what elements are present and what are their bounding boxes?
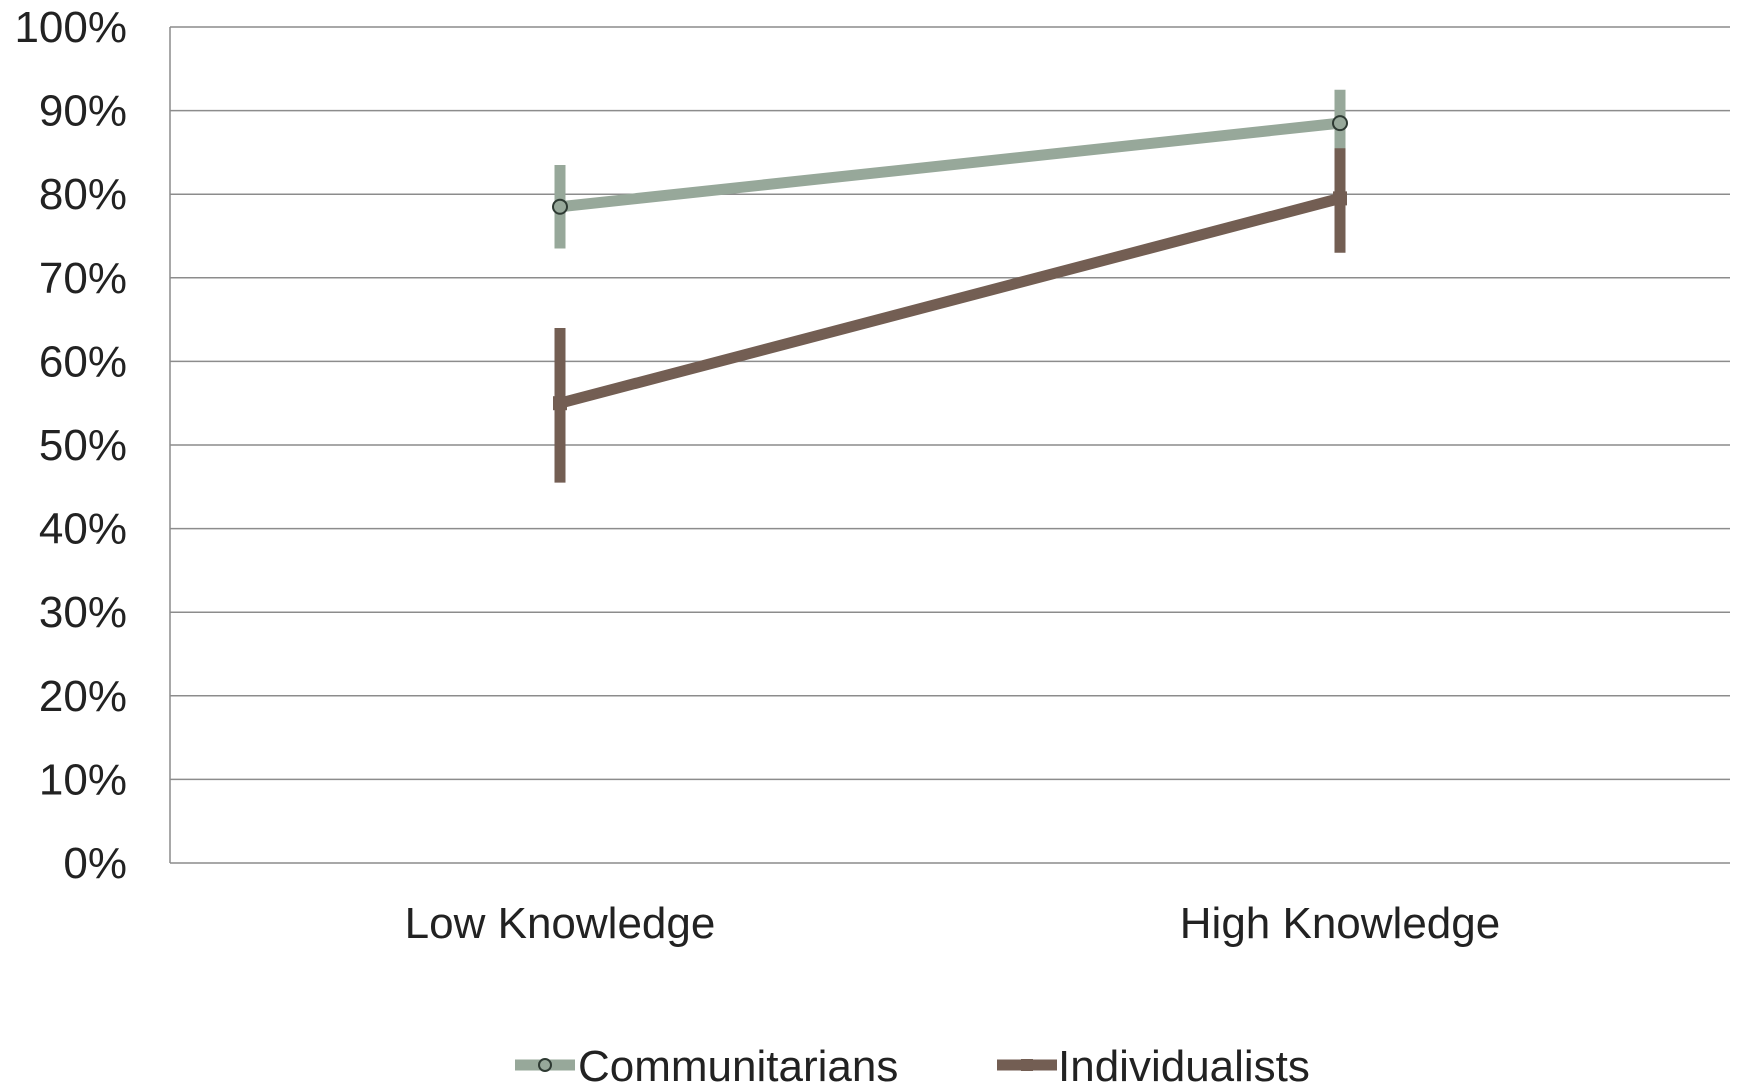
series-line: [559, 117, 1341, 213]
y-tick-label: 50%: [39, 421, 127, 470]
legend-marker: [1021, 1059, 1033, 1071]
y-tick-label: 10%: [39, 755, 127, 804]
legend-item-communitarians: Communitarians: [515, 1042, 898, 1087]
y-tick-label: 80%: [39, 170, 127, 219]
x-tick-label: Low Knowledge: [405, 899, 716, 948]
y-tick-label: 20%: [39, 672, 127, 721]
series-individualists: [553, 148, 1347, 483]
y-tick-label: 40%: [39, 505, 127, 554]
legend-label: Communitarians: [578, 1042, 898, 1087]
series-communitarians: [552, 89, 1348, 249]
y-tick-label: 70%: [39, 254, 127, 303]
y-axis-ticks: 0% 10% 20% 30% 40% 50% 60% 70% 80% 90% 100%: [14, 3, 127, 888]
data-point: [553, 396, 567, 411]
series-group: [552, 89, 1348, 483]
data-point: [552, 198, 568, 215]
y-tick-label: 0%: [63, 839, 127, 888]
y-tick-label: 60%: [39, 337, 127, 386]
legend: Communitarians Individualists: [515, 1042, 1310, 1087]
legend-item-individualists: Individualists: [997, 1042, 1310, 1087]
data-point: [1333, 191, 1347, 206]
x-axis-ticks: Low Knowledge High Knowledge: [405, 899, 1501, 948]
y-tick-label: 90%: [39, 87, 127, 136]
data-point: [1332, 115, 1348, 132]
legend-marker: [538, 1058, 552, 1072]
x-tick-label: High Knowledge: [1180, 899, 1500, 948]
gridlines: [170, 26, 1730, 781]
y-tick-label: 30%: [39, 588, 127, 637]
series-line: [558, 193, 1342, 409]
y-tick-label: 100%: [14, 3, 127, 52]
legend-label: Individualists: [1058, 1042, 1310, 1087]
axes: [169, 27, 1730, 864]
